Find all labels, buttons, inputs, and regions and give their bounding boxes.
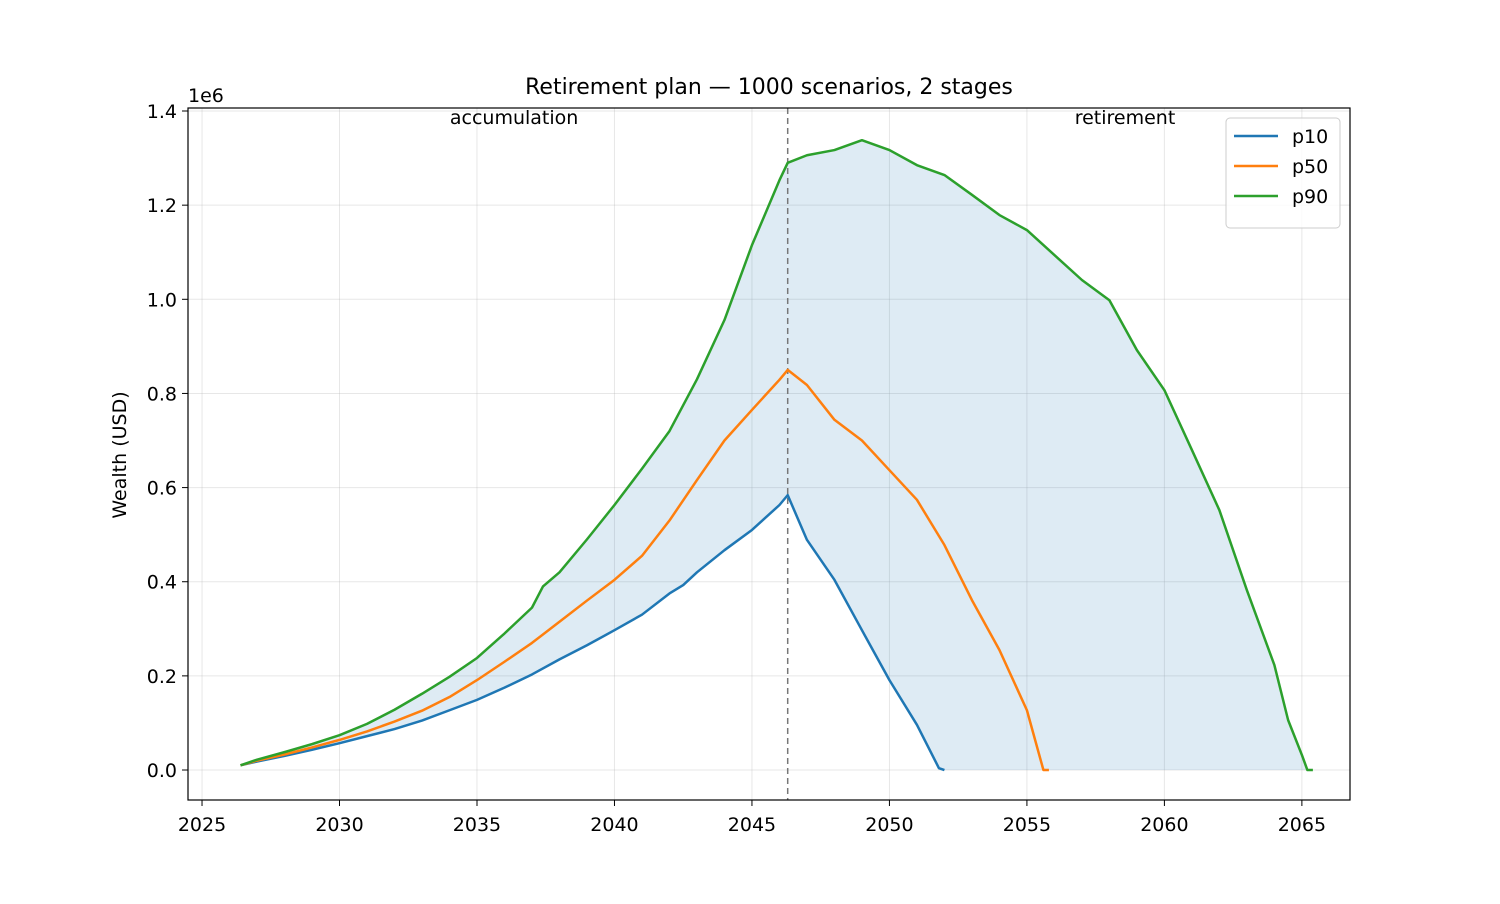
- y-tick-label: 0.4: [147, 572, 177, 594]
- line: [240, 368, 1049, 772]
- legend-label: p50: [1292, 156, 1328, 178]
- plot-frame: [187, 107, 1351, 801]
- y-tick-label: 1.4: [147, 101, 177, 123]
- x-tick-label: 2030: [315, 814, 363, 836]
- stage-label: retirement: [1075, 107, 1176, 129]
- legend-box: [1225, 117, 1341, 229]
- y-tick-label: 1.2: [147, 195, 177, 217]
- y-tick-label: 1.0: [147, 289, 177, 311]
- legend-label: p10: [1292, 126, 1328, 148]
- x-tick-label: 2065: [1278, 814, 1326, 836]
- line: [240, 138, 1313, 772]
- band: [240, 140, 1313, 771]
- y-tick-label: 0.6: [147, 478, 177, 500]
- x-tick-label: 2035: [453, 814, 501, 836]
- y-offset-text: 1e6: [188, 85, 224, 107]
- line: [240, 493, 945, 772]
- stage-label: accumulation: [450, 107, 578, 129]
- y-axis-label: Wealth (USD): [109, 391, 131, 518]
- y-tick-label: 0.2: [147, 666, 177, 688]
- y-tick-label: 0.0: [147, 760, 177, 782]
- x-tick-label: 2045: [728, 814, 776, 836]
- x-tick-label: 2040: [590, 814, 638, 836]
- x-tick-label: 2025: [178, 814, 226, 836]
- x-tick-label: 2060: [1140, 814, 1188, 836]
- x-tick-label: 2055: [1003, 814, 1051, 836]
- x-tick-label: 2050: [865, 814, 913, 836]
- y-tick-label: 0.8: [147, 383, 177, 405]
- legend-label: p90: [1292, 186, 1328, 208]
- chart-title: Retirement plan — 1000 scenarios, 2 stag…: [525, 75, 1013, 100]
